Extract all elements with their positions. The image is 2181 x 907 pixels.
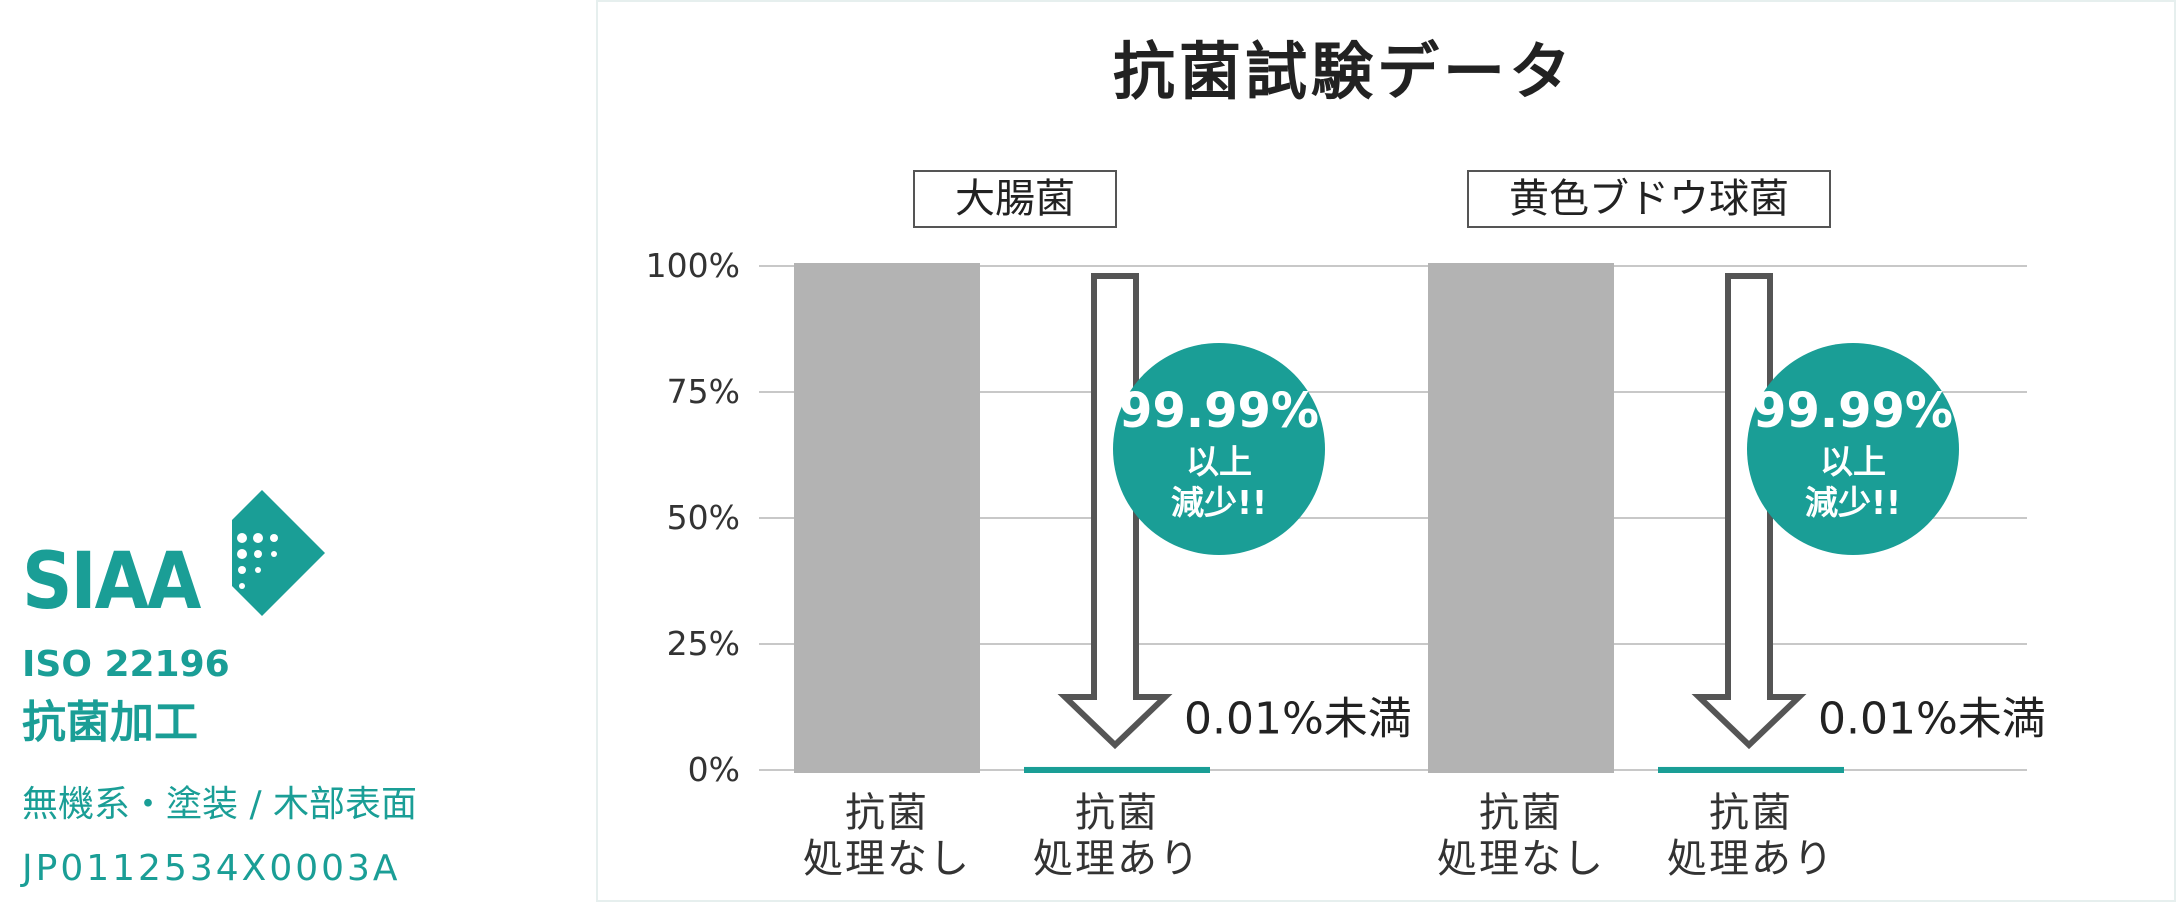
y-tick-label: 25% <box>666 624 740 664</box>
logo-treatment: 抗菌加工 <box>22 697 198 748</box>
value-label: 0.01%未満 <box>1818 693 2046 745</box>
logo-detail: 無機系・塗装 / 木部表面 <box>22 784 418 825</box>
chart-title: 抗菌試験データ <box>1112 35 1576 108</box>
annotation: 99.99% 以上 減少!! <box>1119 382 1319 522</box>
arrow <box>1057 273 1173 750</box>
bar <box>794 263 980 773</box>
logo-shape <box>232 490 325 616</box>
annotation: 99.99% 以上 減少!! <box>1753 382 1953 522</box>
x-tick-label: 抗菌 処理なし <box>803 790 971 882</box>
x-tick-label: 抗菌 処理あり <box>1033 790 1201 882</box>
logo-mark: SIAA <box>22 537 201 627</box>
bar <box>1428 263 1614 773</box>
y-tick-label: 50% <box>666 498 740 538</box>
logo-standard: ISO 22196 <box>22 644 230 685</box>
y-tick-label: 0% <box>687 750 740 790</box>
panel-title: 黄色ブドウ球菌 <box>1467 170 1831 228</box>
y-tick-label: 75% <box>666 372 740 412</box>
panel-background <box>596 0 2176 902</box>
annotation-circle <box>1747 343 1959 555</box>
annotation-circle <box>1113 343 1325 555</box>
logo-code: JP0112534X0003A <box>22 848 401 889</box>
arrow <box>1691 273 1807 750</box>
x-tick-label: 抗菌 処理あり <box>1667 790 1835 882</box>
logo-dots <box>237 533 278 589</box>
panel-title: 大腸菌 <box>913 170 1117 228</box>
y-tick-label: 100% <box>645 246 740 286</box>
x-tick-label: 抗菌 処理なし <box>1437 790 1605 882</box>
value-label: 0.01%未満 <box>1184 693 1412 745</box>
